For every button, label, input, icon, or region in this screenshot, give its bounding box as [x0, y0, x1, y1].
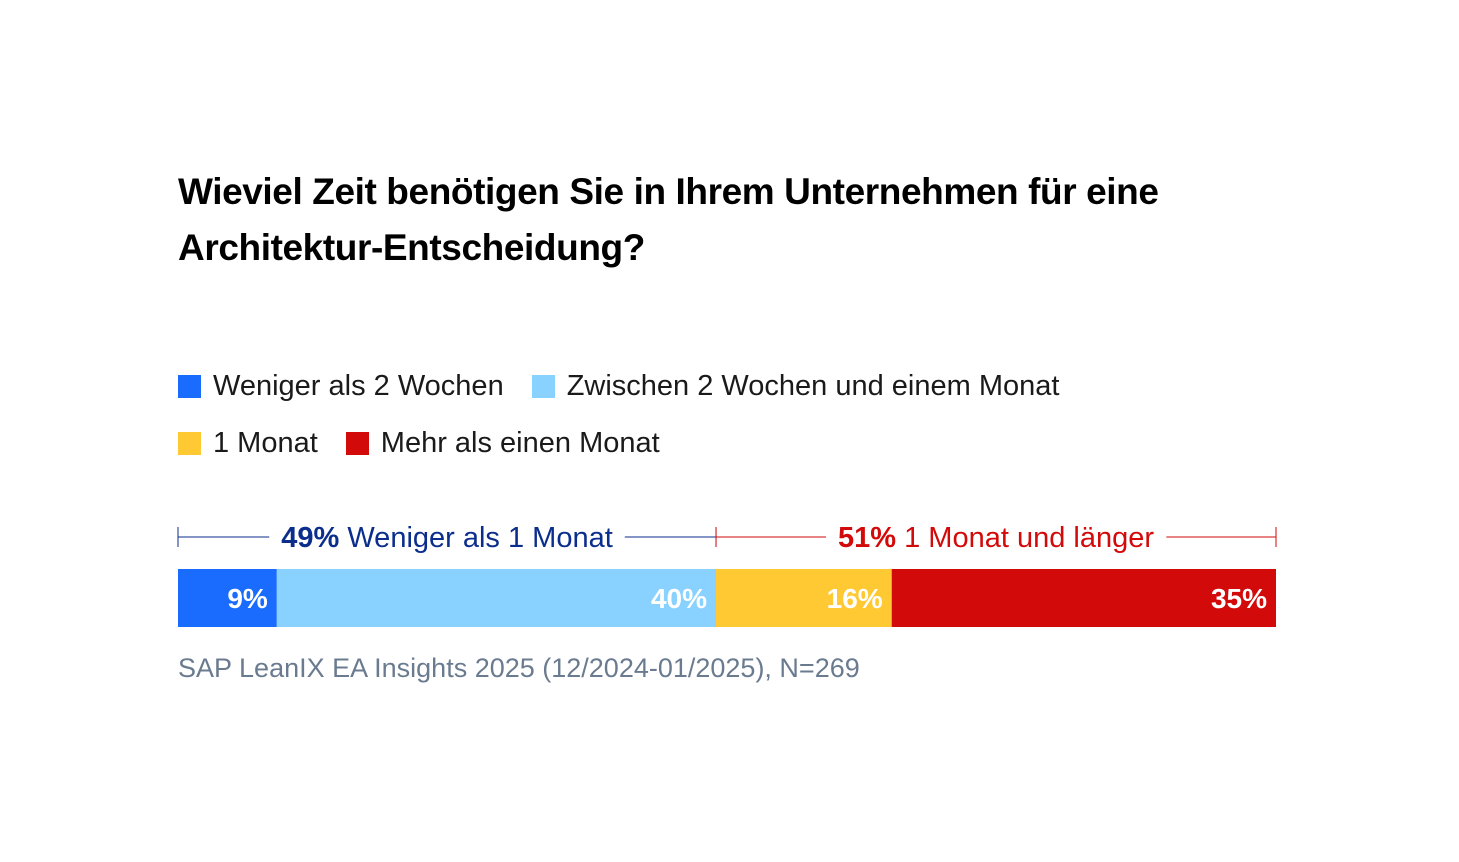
legend-item-mehr-als-einen-monat: Mehr als einen Monat — [345, 427, 660, 460]
legend-item-1-monat: 1 Monat — [178, 427, 318, 460]
bar-segment — [178, 569, 277, 627]
legend-item-zwischen-2-wochen: Zwischen 2 Wochen und einem Monat — [531, 370, 1060, 403]
bar-segment — [716, 569, 892, 627]
group-bracket-label: 49% Weniger als 1 Monat — [281, 522, 613, 554]
legend-label: Zwischen 2 Wochen und einem Monat — [566, 370, 1060, 402]
group-text: Weniger als 1 Monat — [339, 522, 613, 554]
bar-value-label: 40% — [651, 583, 707, 614]
legend-label: Mehr als einen Monat — [380, 427, 660, 459]
legend-item-weniger-als-2-wochen: Weniger als 2 Wochen — [178, 370, 504, 403]
legend-swatch — [178, 375, 201, 398]
legend-swatch — [178, 432, 201, 455]
group-percent: 49% — [281, 522, 339, 554]
bar-segment — [276, 569, 717, 627]
bar-segment — [891, 569, 1276, 627]
legend-row-2: 1 Monat Mehr als einen Monat — [178, 427, 1328, 460]
bar-value-label: 35% — [1211, 583, 1267, 614]
legend-row-1: Weniger als 2 Wochen Zwischen 2 Wochen u… — [178, 370, 1328, 403]
bar-value-label: 16% — [827, 583, 883, 614]
legend-label: Weniger als 2 Wochen — [213, 370, 504, 402]
legend-swatch — [531, 375, 555, 398]
legend-label: 1 Monat — [213, 427, 318, 459]
bar-value-label: 9% — [227, 583, 268, 614]
group-percent: 51% — [838, 522, 896, 554]
source-note: SAP LeanIX EA Insights 2025 (12/2024-01/… — [178, 653, 860, 683]
chart-title: Wieviel Zeit benötigen Sie in Ihrem Unte… — [178, 171, 1159, 268]
group-text: 1 Monat und länger — [896, 522, 1154, 554]
legend-swatch — [345, 432, 369, 455]
group-bracket-label: 51% 1 Monat und länger — [838, 522, 1154, 554]
